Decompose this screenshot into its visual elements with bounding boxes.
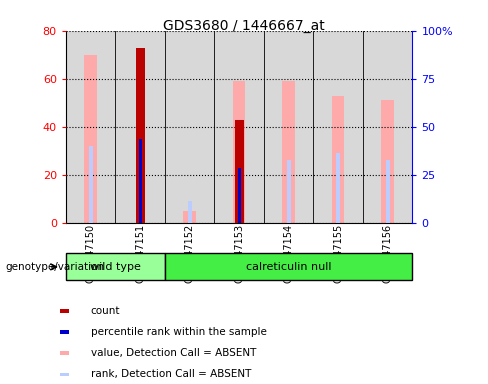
Bar — [115, 31, 165, 223]
Bar — [183, 211, 196, 223]
Bar — [336, 153, 340, 223]
Bar — [60, 351, 69, 355]
Text: genotype/variation: genotype/variation — [5, 262, 104, 272]
Bar — [313, 31, 363, 223]
Bar — [136, 48, 144, 223]
Bar — [89, 146, 93, 223]
Bar — [283, 81, 295, 223]
Text: GDS3680 / 1446667_at: GDS3680 / 1446667_at — [163, 19, 325, 33]
Bar — [386, 161, 389, 223]
Bar — [214, 31, 264, 223]
Text: wild type: wild type — [90, 262, 141, 272]
Bar — [237, 163, 241, 223]
Bar — [165, 31, 214, 223]
Bar — [382, 100, 394, 223]
Bar — [165, 253, 412, 280]
Text: calreticulin null: calreticulin null — [246, 262, 331, 272]
Text: value, Detection Call = ABSENT: value, Detection Call = ABSENT — [91, 348, 256, 358]
Bar — [286, 161, 290, 223]
Text: count: count — [91, 306, 121, 316]
Bar — [235, 119, 244, 223]
Bar — [84, 55, 97, 223]
Bar — [188, 201, 192, 223]
Bar — [233, 81, 245, 223]
Bar — [60, 372, 69, 376]
Bar — [60, 330, 69, 334]
Bar — [264, 31, 313, 223]
Bar — [332, 96, 345, 223]
Text: rank, Detection Call = ABSENT: rank, Detection Call = ABSENT — [91, 369, 251, 379]
Bar — [60, 309, 69, 313]
Bar — [66, 31, 115, 223]
Bar — [139, 139, 142, 223]
Bar — [66, 253, 165, 280]
Bar — [363, 31, 412, 223]
Text: percentile rank within the sample: percentile rank within the sample — [91, 327, 266, 337]
Bar — [238, 167, 241, 223]
